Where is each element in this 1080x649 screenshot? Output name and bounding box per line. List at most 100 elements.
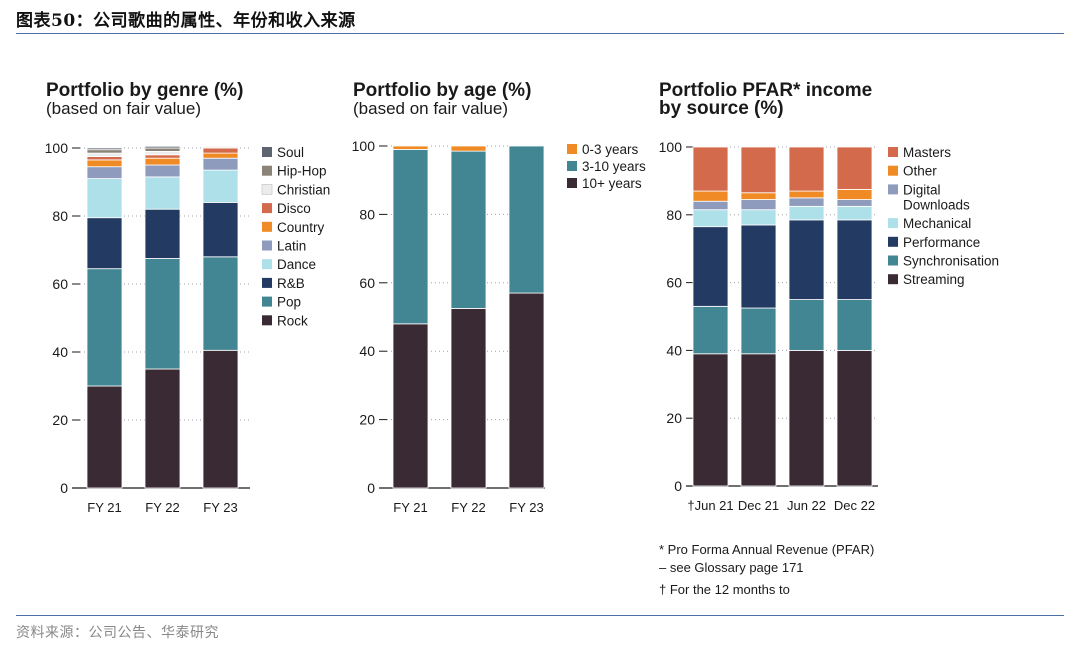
- y-tick-label: 100: [352, 138, 376, 154]
- bar-segment: [836, 199, 873, 207]
- bar-segment: [692, 146, 729, 192]
- bar-segment: [144, 157, 181, 166]
- bar-segment: [86, 178, 123, 219]
- bar-segment: [86, 147, 123, 151]
- bar-segment: [202, 349, 239, 489]
- bar-segment: [508, 292, 545, 489]
- legend-label: Synchronisation: [903, 254, 999, 269]
- legend-label: Pop: [277, 295, 301, 310]
- bar-segment: [144, 176, 181, 210]
- y-tick-label: 40: [52, 344, 68, 360]
- bar-segment: [450, 145, 487, 152]
- y-tick-label: 80: [359, 206, 375, 222]
- legend-label: 3-10 years: [582, 159, 646, 174]
- bar-segment: [86, 149, 123, 154]
- header-rule: [16, 33, 1064, 34]
- footnote: – see Glossary page 171: [659, 560, 804, 575]
- legend-label: 0-3 years: [582, 142, 639, 157]
- legend-label: Mechanical: [903, 216, 971, 231]
- x-category-label: FY 21: [87, 500, 121, 515]
- bar-segment: [836, 188, 873, 200]
- bar-segment: [144, 150, 181, 156]
- y-tick-label: 60: [52, 276, 68, 292]
- bar-segment: [202, 256, 239, 351]
- legend-label: Disco: [277, 201, 311, 216]
- bar-segment: [392, 323, 429, 489]
- bar-segment: [836, 349, 873, 487]
- legend-label: Dance: [277, 257, 316, 272]
- x-category-label: Jun 22: [787, 498, 826, 513]
- chart-portfolio-by-genre: Portfolio by genre (%)(based on fair val…: [45, 80, 331, 515]
- legend-label: Hip-Hop: [277, 164, 327, 179]
- bar-segment: [202, 201, 239, 258]
- legend-label: Downloads: [903, 197, 970, 212]
- bar-segment: [836, 299, 873, 351]
- y-tick-label: 40: [666, 342, 682, 358]
- bar-segment: [202, 145, 239, 149]
- bar-segment: [86, 268, 123, 387]
- bar-segment: [740, 146, 777, 194]
- source-footer: 资料来源：公司公告、华泰研究: [16, 625, 219, 641]
- legend-swatch: [262, 277, 272, 288]
- legend-label: Masters: [903, 145, 951, 160]
- legend-label: Soul: [277, 145, 304, 160]
- footnote: † For the 12 months to: [659, 582, 790, 597]
- legend-swatch: [261, 183, 273, 195]
- x-category-label: FY 21: [393, 500, 427, 515]
- bar-segment: [788, 205, 825, 221]
- y-tick-label: 0: [60, 480, 68, 496]
- bar-segment: [86, 152, 123, 157]
- y-tick-label: 60: [359, 275, 375, 291]
- bar-segment: [740, 224, 777, 309]
- bar-segment: [508, 145, 545, 294]
- y-tick-label: 20: [666, 410, 682, 426]
- bar-segment: [788, 299, 825, 351]
- legend-swatch: [262, 221, 272, 232]
- bar-segment: [788, 197, 825, 207]
- legend-swatch: [888, 147, 898, 157]
- bar-segment: [692, 226, 729, 307]
- legend-swatch: [888, 184, 898, 195]
- bar-segment: [740, 209, 777, 226]
- bar-segment: [692, 209, 729, 228]
- chart-title: Portfolio by age (%): [353, 80, 531, 101]
- footnote: * Pro Forma Annual Revenue (PFAR): [659, 542, 874, 557]
- x-category-label: Dec 21: [738, 498, 779, 513]
- bar-segment: [144, 164, 181, 178]
- legend-swatch: [262, 315, 272, 326]
- bar-segment: [788, 190, 825, 199]
- legend-swatch: [262, 259, 272, 270]
- legend-swatch: [888, 255, 898, 266]
- legend-swatch: [262, 296, 272, 307]
- bar-segment: [144, 258, 181, 370]
- legend-label: Digital: [903, 182, 941, 197]
- legend-swatch: [888, 218, 898, 229]
- y-tick-label: 0: [367, 480, 375, 496]
- bar-segment: [788, 349, 825, 487]
- bar-segment: [692, 190, 729, 202]
- x-category-label: †Jun 21: [687, 498, 733, 513]
- bar-segment: [86, 166, 123, 179]
- x-category-label: FY 23: [509, 500, 543, 515]
- y-tick-label: 60: [666, 275, 682, 291]
- x-category-label: Dec 22: [834, 498, 875, 513]
- legend-label: Christian: [277, 182, 330, 197]
- chart-subtitle: (based on fair value): [46, 99, 201, 118]
- chart-title: Portfolio PFAR* income: [659, 80, 872, 101]
- legend-swatch: [888, 236, 898, 247]
- bar-segment: [740, 192, 777, 200]
- bar-segment: [202, 147, 239, 154]
- legend-swatch: [888, 274, 898, 285]
- legend-label: Country: [277, 220, 325, 235]
- bar-segment: [740, 199, 777, 211]
- bar-segment: [450, 308, 487, 489]
- y-tick-label: 80: [52, 208, 68, 224]
- y-tick-label: 40: [359, 343, 375, 359]
- legend-label: 10+ years: [582, 176, 642, 191]
- y-tick-label: 20: [359, 412, 375, 428]
- bar-segment: [392, 145, 429, 150]
- chart-subtitle: by source (%): [659, 98, 784, 119]
- bar-segment: [740, 307, 777, 355]
- legend-swatch: [262, 165, 272, 176]
